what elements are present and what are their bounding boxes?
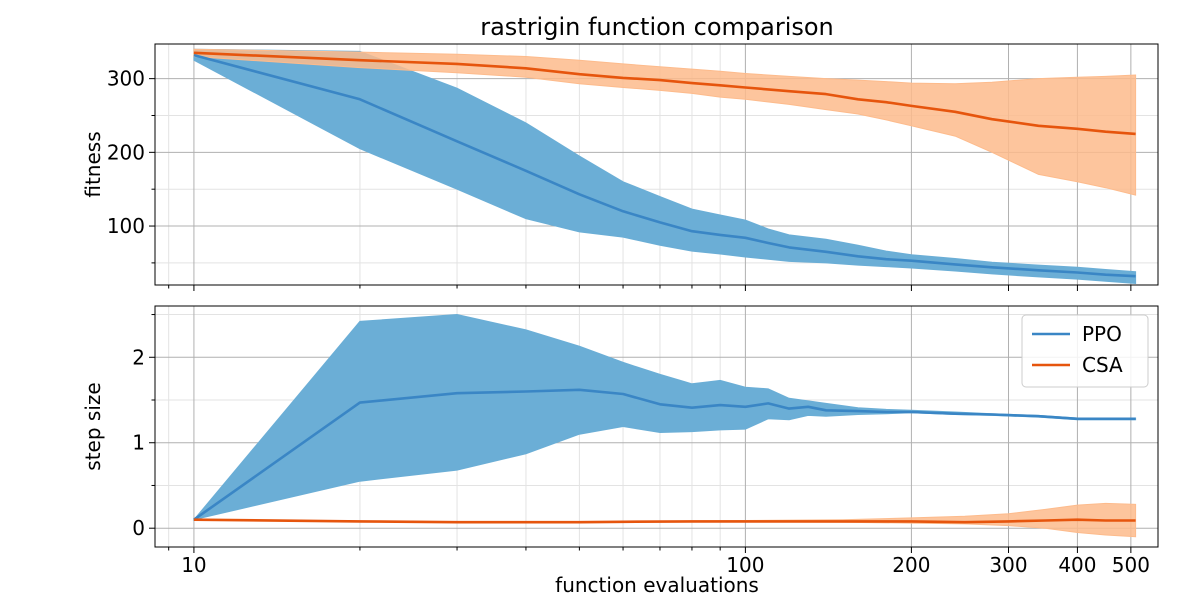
plot-frame [154,305,1159,548]
plot-area [192,313,1137,538]
ppo-series-line [193,388,1136,521]
x-tick-label: 500 [1112,553,1150,577]
plot-frame [154,43,1159,286]
csa-series-line [193,518,1136,524]
x-tick-label: 10 [181,553,206,577]
x-axis-label: function evaluations [555,573,759,597]
x-tick-label: 400 [1058,553,1096,577]
y-tick-label: 100 [107,214,145,238]
y-tick-label: 300 [107,67,145,91]
step-size-panel: 0 1 2 10 100 200 300 400 500 step size PPO CSA [81,305,1159,577]
csa-confidence-band [193,48,1137,196]
y-tick-label: 2 [132,345,145,369]
x-tick-label: 200 [892,553,930,577]
y-axis-label: fitness [81,131,105,197]
y-tick-label: 1 [132,431,145,455]
x-tick-label: 300 [989,553,1027,577]
ppo-confidence-band [192,313,1137,521]
y-tick-label: 200 [107,140,145,164]
chart-title: rastrigin function comparison [480,13,834,41]
y-tick-label: 0 [132,516,145,540]
plot-area [193,48,1137,285]
ppo-legend-label: PPO [1082,322,1122,346]
csa-legend-label: CSA [1082,353,1123,377]
csa-series-line [193,51,1136,136]
y-axis-label: step size [81,382,105,470]
ppo-series-line [193,53,1136,278]
ppo-confidence-band [193,48,1137,285]
x-tick-label: 100 [726,553,764,577]
fitness-panel: 100 200 300 fitness [81,43,1159,291]
legend: PPO CSA [1021,314,1149,388]
